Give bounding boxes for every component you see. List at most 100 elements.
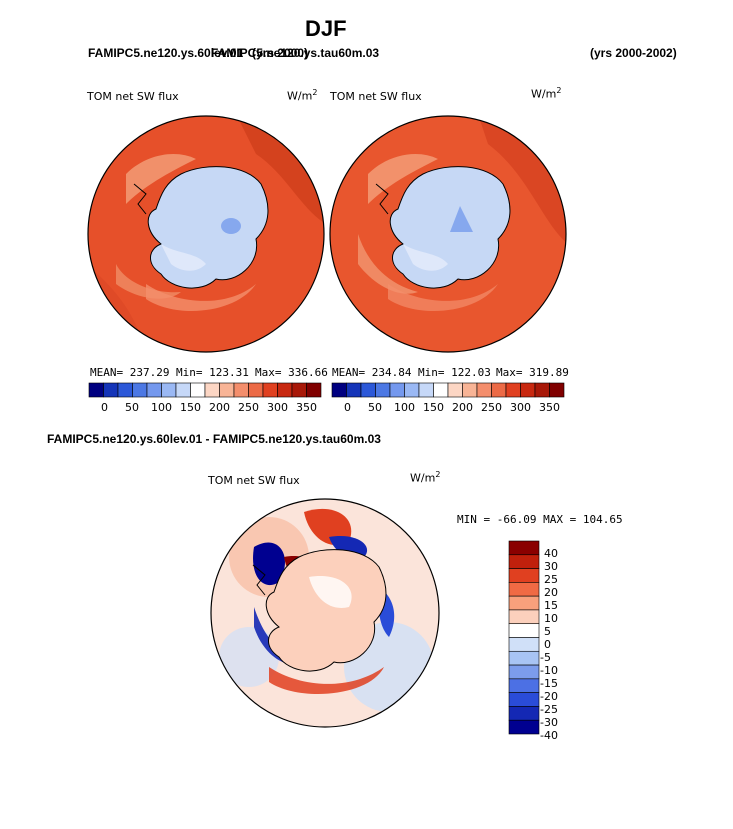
- years-range: (yrs 2000-2002): [590, 46, 677, 60]
- colorbar-swatch: [291, 382, 307, 398]
- colorbar-swatch: [508, 582, 540, 597]
- panel3-tick: -30: [540, 716, 558, 729]
- panel3-tick: -5: [540, 651, 551, 664]
- colorbar-swatch: [549, 382, 565, 398]
- colorbar-swatch: [132, 382, 148, 398]
- panel2-title: TOM net SW flux: [330, 90, 422, 103]
- panel3-units-exp: 2: [435, 470, 441, 479]
- panel1-title: TOM net SW flux: [87, 90, 179, 103]
- panel2-tick: 0: [344, 401, 351, 414]
- colorbar-swatch: [508, 664, 540, 680]
- panel1-tick: 250: [238, 401, 259, 414]
- colorbar-swatch: [508, 678, 540, 693]
- panel3-units-text: W/m: [410, 471, 436, 485]
- colorbar-swatch: [534, 382, 550, 398]
- colorbar-swatch: [433, 382, 449, 398]
- colorbar-swatch: [248, 382, 264, 398]
- panel1-tick: 350: [296, 401, 317, 414]
- panel3-tick: -15: [540, 677, 558, 690]
- panel2-min: Min= 122.03: [418, 366, 491, 379]
- panel2-tick: 300: [510, 401, 531, 414]
- panel2-tick: 350: [539, 401, 560, 414]
- colorbar-swatch: [508, 568, 540, 583]
- panel3-tick: -25: [540, 703, 558, 716]
- colorbar-swatch: [219, 382, 235, 398]
- panel3-colorbar: [508, 540, 540, 735]
- panel1-tick: 100: [151, 401, 172, 414]
- colorbar-swatch: [375, 382, 391, 398]
- colorbar-swatch: [476, 382, 492, 398]
- panel1-tick: 200: [209, 401, 230, 414]
- colorbar-swatch: [491, 382, 507, 398]
- panel2-max: Max= 319.89: [496, 366, 569, 379]
- panel3-tick: 15: [544, 599, 558, 612]
- case-years-left: (yrs 2000): [252, 46, 309, 60]
- panel1-units-exp: 2: [312, 88, 318, 97]
- panel3-units: W/m2: [410, 470, 440, 485]
- panel1-mean: MEAN= 237.29: [90, 366, 170, 379]
- panel3-minmax: MIN = -66.09 MAX = 104.65: [457, 513, 623, 526]
- panel3-tick: -40: [540, 729, 558, 742]
- panel2-tick: 50: [368, 401, 382, 414]
- colorbar-swatch: [508, 609, 540, 625]
- colorbar-swatch: [508, 623, 540, 638]
- colorbar-swatch: [277, 382, 293, 398]
- panel1-tick: 0: [101, 401, 108, 414]
- colorbar-swatch: [508, 637, 540, 652]
- colorbar-swatch: [346, 382, 362, 398]
- colorbar-swatch: [117, 382, 133, 398]
- colorbar-swatch: [389, 382, 405, 398]
- panel3-title: TOM net SW flux: [208, 474, 300, 487]
- colorbar-swatch: [103, 382, 119, 398]
- colorbar-swatch: [508, 554, 540, 569]
- panel2-units: W/m2: [531, 86, 561, 101]
- case-name-left: FAMIPC5.ne120.ys.60lev.01: [88, 46, 244, 60]
- colorbar-swatch: [146, 382, 162, 398]
- panel3-tick: 20: [544, 586, 558, 599]
- panel2-tick: 200: [452, 401, 473, 414]
- panel1-tick: 300: [267, 401, 288, 414]
- panel2-tick: 250: [481, 401, 502, 414]
- colorbar-swatch: [520, 382, 536, 398]
- panel3-map: [210, 498, 440, 728]
- panel3-tick: 30: [544, 560, 558, 573]
- panel3-tick: 25: [544, 573, 558, 586]
- panel2-colorbar: [331, 382, 565, 398]
- colorbar-swatch: [404, 382, 420, 398]
- colorbar-swatch: [233, 382, 249, 398]
- colorbar-swatch: [505, 382, 521, 398]
- panel1-units: W/m2: [287, 88, 317, 103]
- colorbar-swatch: [447, 382, 463, 398]
- panel1-colorbar: [88, 382, 322, 398]
- panel1-min: Min= 123.31: [176, 366, 249, 379]
- panel2-tick: 150: [423, 401, 444, 414]
- panel1-units-text: W/m: [287, 89, 313, 103]
- panel3-tick: 0: [544, 638, 551, 651]
- panel1-tick: 150: [180, 401, 201, 414]
- colorbar-swatch: [204, 382, 220, 398]
- diff-title: FAMIPC5.ne120.ys.60lev.01 - FAMIPC5.ne12…: [47, 432, 381, 446]
- colorbar-swatch: [175, 382, 191, 398]
- panel3-tick: -20: [540, 690, 558, 703]
- colorbar-swatch: [331, 382, 347, 398]
- panel1-max: Max= 336.66: [255, 366, 328, 379]
- colorbar-swatch: [418, 382, 434, 398]
- panel3-tick: 10: [544, 612, 558, 625]
- colorbar-swatch: [306, 382, 322, 398]
- colorbar-swatch: [508, 719, 540, 735]
- panel2-units-text: W/m: [531, 87, 557, 101]
- colorbar-swatch: [161, 382, 177, 398]
- panel2-mean: MEAN= 234.84: [332, 366, 412, 379]
- colorbar-swatch: [262, 382, 278, 398]
- panel3-tick: 5: [544, 625, 551, 638]
- panel3-tick: -10: [540, 664, 558, 677]
- panel2-units-exp: 2: [556, 86, 562, 95]
- colorbar-swatch: [190, 382, 206, 398]
- colorbar-swatch: [508, 692, 540, 707]
- panel1-tick: 50: [125, 401, 139, 414]
- colorbar-swatch: [508, 540, 540, 556]
- panel2-tick: 100: [394, 401, 415, 414]
- panel1-map: [87, 115, 325, 353]
- panel2-map: [329, 115, 567, 353]
- colorbar-swatch: [508, 650, 540, 666]
